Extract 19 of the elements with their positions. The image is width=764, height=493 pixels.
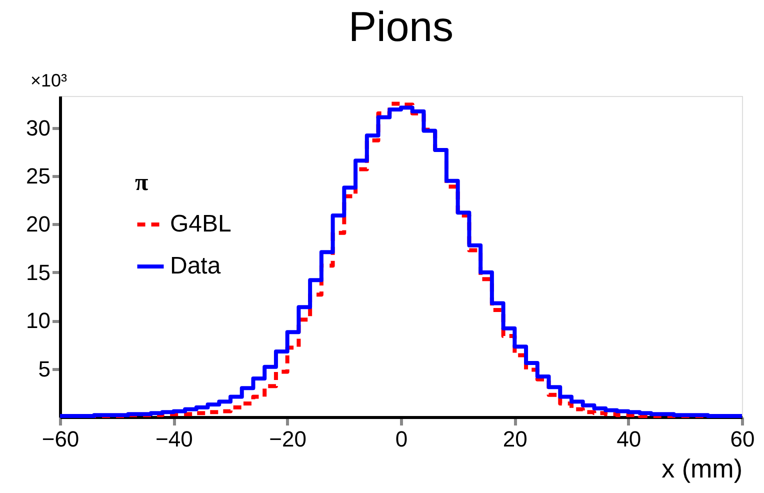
x-tick-label: −20 (269, 426, 306, 452)
y-tick-label: 5 (38, 356, 50, 382)
x-tick-label: 40 (616, 426, 642, 452)
x-tick-label: 20 (502, 426, 528, 452)
x-axis-title: x (mm) (662, 454, 742, 484)
y-axis-title: ×10³ (30, 70, 68, 90)
x-tick-label: −60 (42, 426, 80, 452)
legend-label: Data (170, 252, 222, 280)
legend-title: π (135, 170, 148, 196)
y-tick-label: 25 (26, 164, 50, 189)
x-tick-label: 60 (730, 426, 755, 452)
legend-label: G4BL (170, 210, 232, 238)
y-tick-label: 10 (26, 308, 50, 334)
x-tick-label: −40 (156, 426, 193, 452)
y-tick-label: 30 (26, 115, 50, 140)
y-tick-label: 20 (26, 212, 50, 237)
x-tick-label: 0 (395, 426, 408, 452)
chart-title: Pions (348, 3, 454, 50)
y-tick-label: 15 (26, 260, 50, 285)
